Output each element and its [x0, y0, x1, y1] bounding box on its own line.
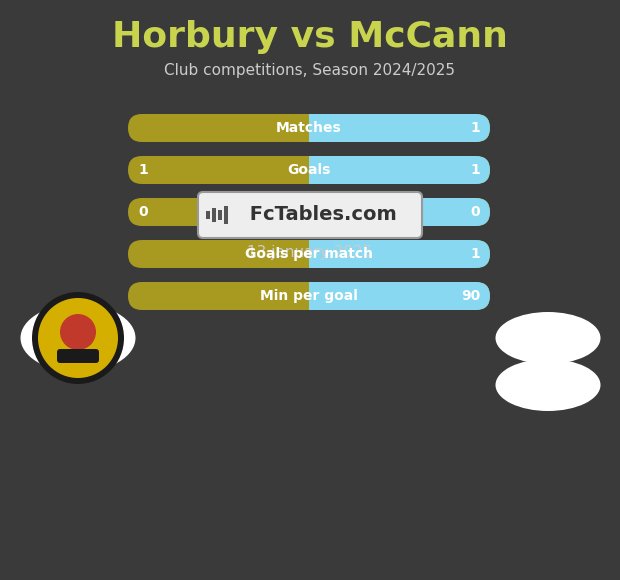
Text: Goals: Goals	[287, 163, 330, 177]
FancyBboxPatch shape	[128, 240, 490, 268]
Bar	[224, 206, 228, 224]
FancyBboxPatch shape	[128, 156, 490, 184]
Text: Goals per match: Goals per match	[245, 247, 373, 261]
Circle shape	[32, 292, 124, 384]
Circle shape	[60, 314, 96, 350]
FancyBboxPatch shape	[128, 114, 490, 142]
FancyBboxPatch shape	[128, 198, 490, 226]
Text: 1: 1	[138, 163, 148, 177]
Text: Club competitions, Season 2024/2025: Club competitions, Season 2024/2025	[164, 63, 456, 78]
Text: 0: 0	[138, 205, 148, 219]
Text: 0: 0	[471, 205, 480, 219]
FancyBboxPatch shape	[128, 282, 490, 310]
Ellipse shape	[20, 304, 136, 372]
FancyBboxPatch shape	[128, 240, 490, 268]
Text: 1: 1	[470, 247, 480, 261]
FancyBboxPatch shape	[128, 198, 490, 226]
Circle shape	[38, 298, 118, 378]
Ellipse shape	[495, 359, 601, 411]
FancyBboxPatch shape	[128, 282, 490, 310]
Text: 90: 90	[461, 289, 480, 303]
Ellipse shape	[495, 312, 601, 364]
Bar	[206, 211, 210, 219]
Text: FcTables.com: FcTables.com	[243, 205, 397, 224]
Text: 1: 1	[470, 163, 480, 177]
Text: Min per goal: Min per goal	[260, 289, 358, 303]
Bar	[212, 208, 216, 222]
FancyBboxPatch shape	[198, 192, 422, 238]
Text: Horbury vs McCann: Horbury vs McCann	[112, 20, 508, 54]
Text: 1: 1	[470, 121, 480, 135]
Text: 13 january 2025: 13 january 2025	[247, 245, 373, 259]
Text: Hattricks: Hattricks	[273, 205, 345, 219]
Text: Matches: Matches	[276, 121, 342, 135]
FancyBboxPatch shape	[57, 349, 99, 363]
FancyBboxPatch shape	[128, 114, 490, 142]
FancyBboxPatch shape	[128, 156, 490, 184]
Bar	[218, 210, 222, 220]
